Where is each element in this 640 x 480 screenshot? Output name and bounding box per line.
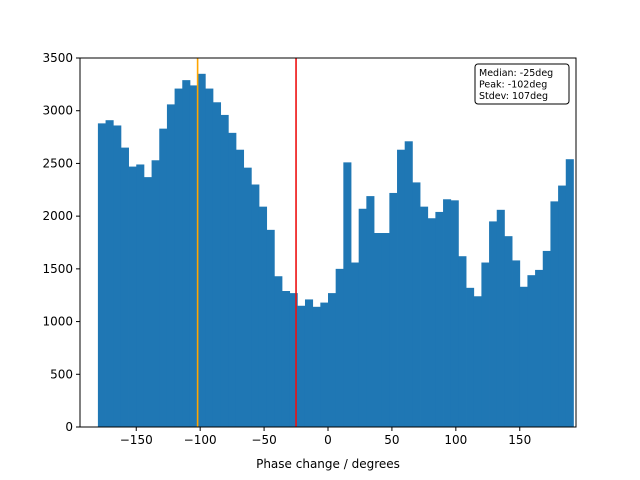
histogram-bar	[159, 128, 168, 427]
histogram-bar	[228, 132, 237, 427]
histogram-bar	[443, 199, 452, 427]
histogram-bar	[389, 192, 398, 427]
histogram-bar	[335, 268, 344, 427]
histogram-bar	[143, 177, 152, 427]
x-axis-ticks: −150 −100 −50 0 50 100 150	[120, 427, 531, 447]
x-tick-label: −150	[120, 433, 153, 447]
histogram-bar	[189, 85, 199, 427]
histogram-bar	[535, 269, 544, 427]
histogram-bar	[304, 299, 314, 427]
histogram-bar	[397, 149, 406, 427]
histogram-bar	[351, 262, 360, 427]
y-tick-label: 2500	[42, 156, 73, 170]
histogram-bar	[289, 293, 298, 427]
histogram-bar	[151, 160, 160, 427]
histogram-bar	[243, 167, 252, 427]
histogram-bar	[251, 184, 260, 427]
histogram-bar	[274, 276, 283, 427]
histogram-bar	[473, 296, 482, 427]
y-tick-label: 1500	[42, 262, 73, 276]
histogram-bar	[343, 162, 352, 427]
histogram-bar	[374, 233, 383, 427]
stats-stdev: Stdev: 107deg	[479, 91, 548, 102]
x-axis-label: Phase change / degrees	[256, 457, 400, 471]
x-tick-label: 100	[444, 433, 467, 447]
histogram-bar	[420, 206, 429, 427]
histogram-bar	[312, 306, 321, 427]
histogram-bar	[212, 102, 222, 427]
y-tick-label: 0	[65, 420, 73, 434]
histogram-bar	[558, 185, 567, 427]
histogram-bar	[412, 182, 421, 427]
histogram-bar	[220, 114, 229, 428]
histogram-bar	[128, 166, 137, 427]
y-axis-ticks: 0 500 1000 1500 2000 2500 3000 3500	[42, 51, 80, 434]
stats-box: Median: -25deg Peak: -102deg Stdev: 107d…	[474, 63, 570, 105]
histogram-bar	[258, 206, 268, 427]
y-tick-label: 2000	[42, 209, 73, 223]
histogram-bar	[542, 250, 551, 427]
histogram-bar	[489, 221, 498, 427]
histogram-bar	[182, 80, 191, 427]
histogram-bar	[527, 275, 536, 427]
histogram-bar	[205, 88, 214, 427]
histogram-bar	[136, 164, 145, 428]
histogram-bar	[166, 104, 175, 427]
histogram-bar	[404, 141, 413, 428]
y-tick-label: 500	[50, 367, 73, 381]
histogram-bar	[266, 229, 275, 427]
histogram-bar	[97, 123, 106, 428]
x-tick-label: 150	[508, 433, 531, 447]
x-tick-label: 0	[324, 433, 332, 447]
y-tick-label: 1000	[42, 315, 73, 329]
x-tick-label: 50	[384, 433, 399, 447]
histogram-bar	[450, 200, 459, 427]
histogram-bar	[427, 218, 436, 427]
histogram-bar	[281, 291, 291, 427]
histogram-bar	[120, 147, 129, 428]
stats-box-frame	[474, 63, 570, 105]
histogram-bar	[565, 159, 574, 427]
stats-peak: Peak: -102deg	[479, 80, 547, 91]
histogram-bar	[381, 233, 390, 427]
histogram-bar	[174, 88, 183, 427]
plot-frame	[79, 57, 577, 428]
y-tick-label: 3500	[42, 51, 73, 65]
stats-median: Median: -25deg	[479, 68, 553, 79]
histogram-bar	[328, 293, 337, 427]
histogram-bar	[297, 305, 306, 427]
histogram-bar	[512, 260, 521, 427]
histogram-bar	[504, 236, 513, 427]
x-tick-label: −100	[184, 433, 217, 447]
reference-lines	[196, 58, 297, 427]
y-tick-label: 3000	[42, 104, 73, 118]
histogram-bar	[481, 262, 490, 427]
histogram-bar	[496, 209, 505, 427]
histogram-bar	[358, 208, 367, 427]
histogram-bars	[97, 73, 574, 428]
histogram-bar	[366, 196, 375, 427]
x-tick-label: −50	[251, 433, 276, 447]
histogram-bar	[458, 256, 467, 427]
histogram-bar	[519, 286, 528, 427]
histogram-bar	[320, 302, 329, 427]
histogram-bar	[197, 73, 206, 427]
histogram-bar	[435, 211, 444, 427]
histogram-bar	[550, 201, 559, 427]
histogram-bar	[113, 125, 122, 427]
histogram-bar	[235, 149, 245, 427]
histogram-bar	[105, 120, 114, 427]
histogram-bar	[466, 287, 475, 427]
